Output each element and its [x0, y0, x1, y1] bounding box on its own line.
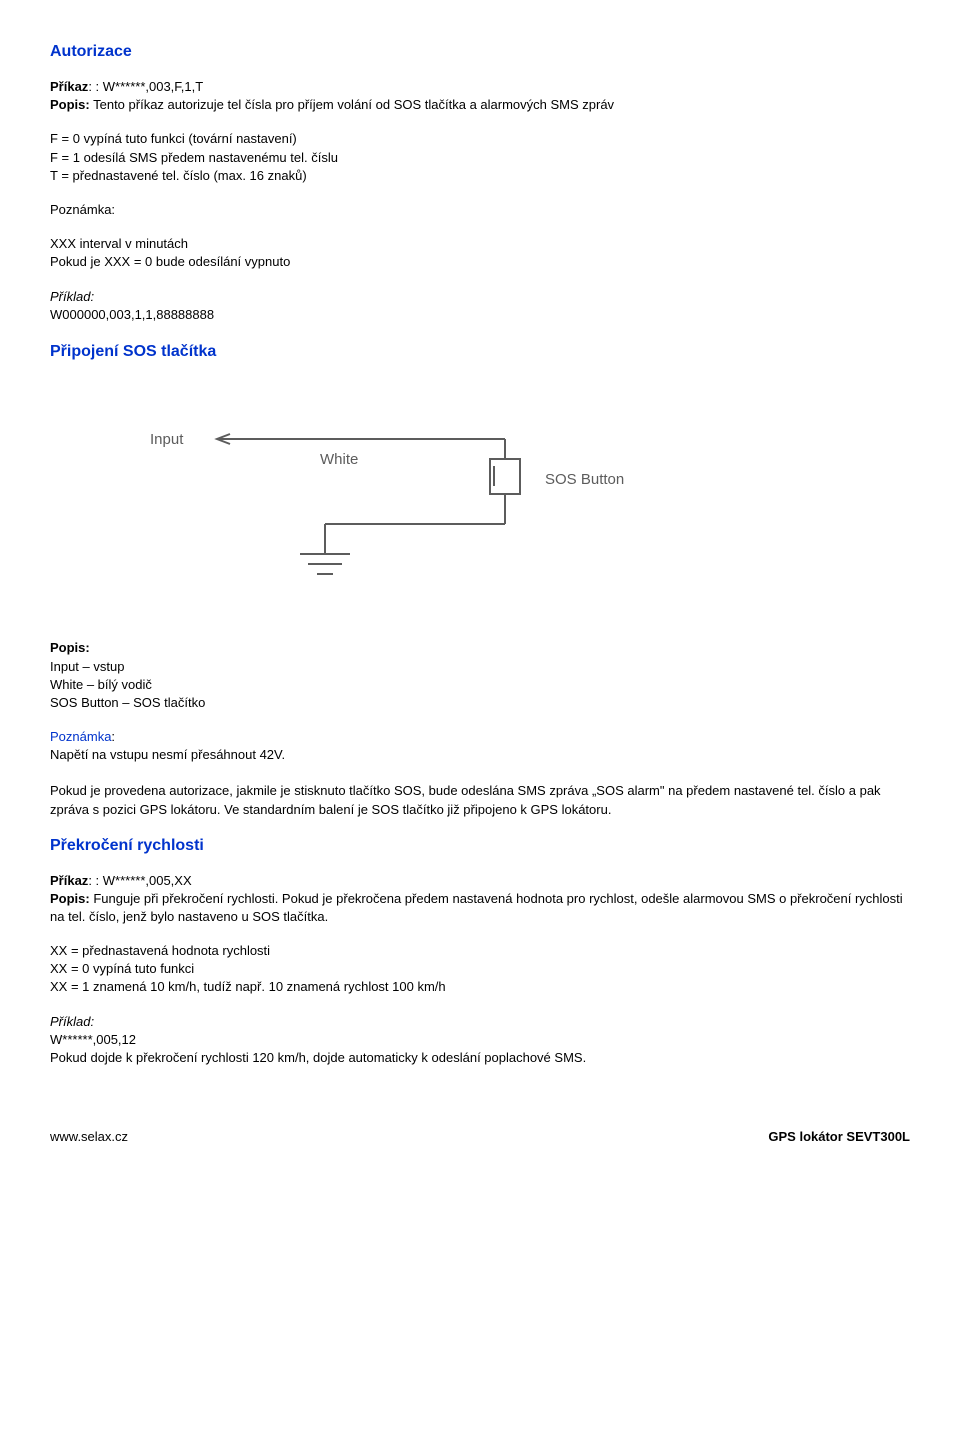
- desc-label: Popis:: [50, 891, 90, 906]
- example-note: Pokud dojde k překročení rychlosti 120 k…: [50, 1049, 910, 1067]
- desc-block: Popis: Input – vstup White – bílý vodič …: [50, 639, 910, 712]
- command-block: Příkaz: : W******,003,F,1,T Popis: Tento…: [50, 78, 910, 114]
- desc-value: Tento příkaz autorizuje tel čísla pro př…: [90, 97, 614, 112]
- param-line: XX = přednastavená hodnota rychlosti: [50, 942, 910, 960]
- param-line: F = 0 vypíná tuto funkci (tovární nastav…: [50, 130, 910, 148]
- note-text: Napětí na vstupu nesmí přesáhnout 42V.: [50, 746, 910, 764]
- page-footer: www.selax.cz GPS lokátor SEVT300L: [50, 1127, 910, 1147]
- note-line: XXX interval v minutách: [50, 235, 910, 253]
- desc-line: SOS Button – SOS tlačítko: [50, 694, 910, 712]
- cmd-label: Příkaz: [50, 873, 88, 888]
- footer-left: www.selax.cz: [50, 1127, 128, 1147]
- section-title-pripojeni: Připojení SOS tlačítka: [50, 340, 910, 364]
- param-line: F = 1 odesílá SMS předem nastavenému tel…: [50, 149, 910, 167]
- param-line: XX = 0 vypíná tuto funkci: [50, 960, 910, 978]
- desc-value: Funguje při překročení rychlosti. Pokud …: [50, 891, 903, 924]
- desc-line: White – bílý vodič: [50, 676, 910, 694]
- footer-right: GPS lokátor SEVT300L: [768, 1127, 910, 1147]
- note-line: Pokud je XXX = 0 bude odesílání vypnuto: [50, 253, 910, 271]
- note-colon: :: [111, 729, 115, 744]
- diagram-label-sos: SOS Button: [545, 471, 624, 488]
- sos-wiring-diagram: Input White SOS Button: [90, 404, 910, 600]
- note-block: Poznámka: Napětí na vstupu nesmí přesáhn…: [50, 728, 910, 764]
- example-block: Příklad: W******,005,12 Pokud dojde k př…: [50, 1013, 910, 1068]
- desc-label: Popis:: [50, 639, 910, 657]
- param-line: XX = 1 znamená 10 km/h, tudíž např. 10 z…: [50, 978, 910, 996]
- param-block: F = 0 vypíná tuto funkci (tovární nastav…: [50, 130, 910, 185]
- desc-line: Input – vstup: [50, 658, 910, 676]
- diagram-label-input: Input: [150, 431, 184, 448]
- note-label: Poznámka: [50, 729, 111, 744]
- diagram-label-white: White: [320, 451, 358, 468]
- example-label: Příklad:: [50, 289, 94, 304]
- command-block: Příkaz: : W******,005,XX Popis: Funguje …: [50, 872, 910, 927]
- example-value: W000000,003,1,1,88888888: [50, 306, 910, 324]
- paragraph: Pokud je provedena autorizace, jakmile j…: [50, 781, 910, 820]
- note-block: Poznámka:: [50, 201, 910, 219]
- example-block: Příklad: W000000,003,1,1,88888888: [50, 288, 910, 324]
- note-body: XXX interval v minutách Pokud je XXX = 0…: [50, 235, 910, 271]
- param-block: XX = přednastavená hodnota rychlosti XX …: [50, 942, 910, 997]
- desc-label: Popis:: [50, 97, 90, 112]
- example-label: Příklad:: [50, 1014, 94, 1029]
- example-value: W******,005,12: [50, 1031, 910, 1049]
- section-title-autorizace: Autorizace: [50, 40, 910, 64]
- param-line: T = přednastavené tel. číslo (max. 16 zn…: [50, 167, 910, 185]
- cmd-value: : : W******,003,F,1,T: [88, 79, 203, 94]
- note-label: Poznámka:: [50, 201, 910, 219]
- cmd-value: : : W******,005,XX: [88, 873, 191, 888]
- section-title-rychlost: Překročení rychlosti: [50, 834, 910, 858]
- cmd-label: Příkaz: [50, 79, 88, 94]
